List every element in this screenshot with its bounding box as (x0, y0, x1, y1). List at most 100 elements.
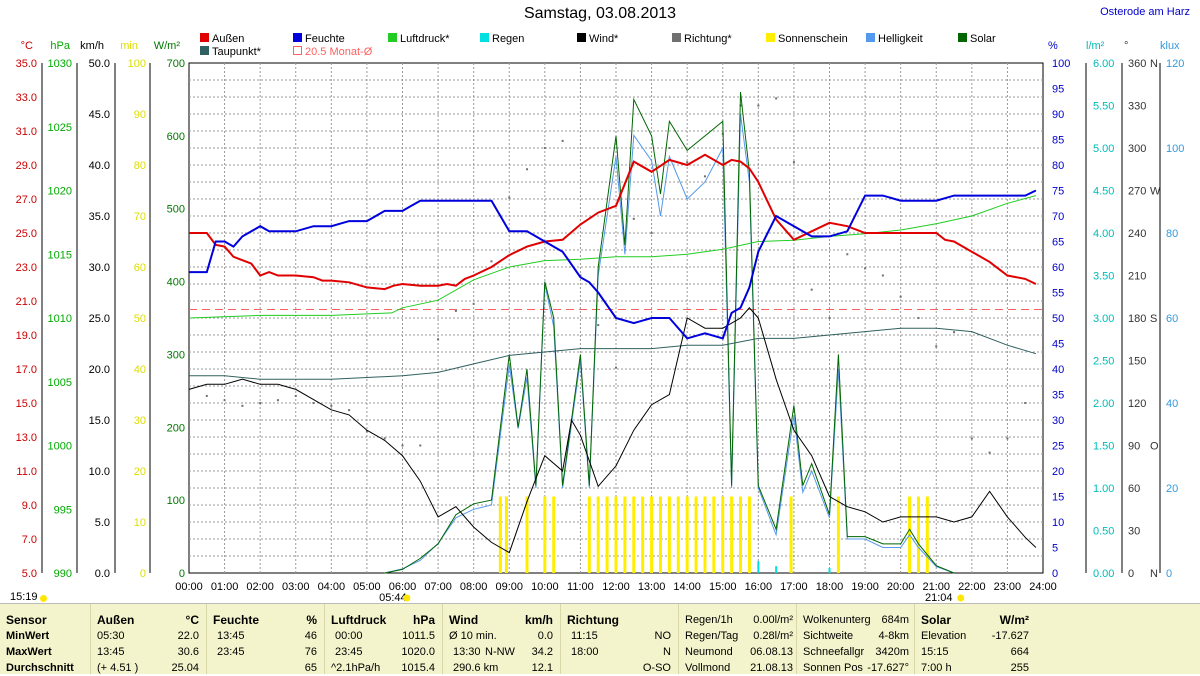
y-tick-label: 55 (1052, 288, 1064, 300)
y-tick-label: 25 (1052, 441, 1064, 453)
y-tick-label: 0.50 (1093, 526, 1114, 538)
legend-label: Solar (970, 33, 996, 45)
y-tick-label: 25.0 (16, 228, 37, 240)
richtung-point (348, 409, 351, 412)
richtung-point (988, 451, 991, 454)
stats-regen: Regen/1h 0.00l/m² Regen/Tag 0.28l/m² Neumo… (678, 604, 797, 674)
compass-label: N (1150, 568, 1158, 580)
row-label: Durchschnitt (6, 662, 74, 674)
y-tick-label: 90 (1052, 109, 1064, 121)
y-tick-label: 60 (1128, 483, 1140, 495)
y-tick-label: 80 (134, 160, 146, 172)
taupunkt-line (189, 327, 1037, 380)
compass-label: N (1150, 58, 1158, 70)
y-tick-label: 20 (134, 466, 146, 478)
richtung-point (241, 404, 244, 407)
row-label: MinWert (6, 630, 50, 642)
stat-value: 1015.4 (401, 662, 435, 674)
y-tick-label: 120 (1166, 58, 1184, 70)
y-tick-label: 0 (1128, 568, 1134, 580)
y-tick-label: 11.0 (16, 466, 37, 478)
legend-swatch (388, 33, 397, 42)
y-tick-label: 600 (167, 131, 185, 143)
wind-line (188, 307, 1037, 554)
y-tick-label: 200 (167, 422, 185, 434)
x-tick-label: 08:00 (460, 581, 488, 593)
x-tick-label: 05:00 (353, 581, 381, 593)
y-tick-label: 75 (1052, 186, 1064, 198)
richtung-point (864, 267, 867, 270)
legend-label: Regen (492, 33, 524, 45)
y-tick-label: 100 (128, 58, 146, 70)
compass-label: O (1150, 441, 1159, 453)
stats-feuchte: Feuchte% 13:45 46 23:45 76 65 (206, 604, 325, 674)
y-tick-label: 50.0 (89, 58, 110, 70)
stat-value: 3420m (875, 646, 909, 658)
richtung-point (935, 345, 938, 348)
legend-swatch (480, 33, 489, 42)
richtung-point (917, 317, 920, 319)
y-tick-label: 4.50 (1093, 186, 1114, 198)
richtung-point (259, 402, 262, 404)
richtung-point (650, 232, 653, 234)
y-tick-label: 70 (134, 211, 146, 223)
y-tick-label: 33.0 (16, 92, 37, 104)
stat-value: -17.627° (867, 662, 909, 674)
richtung-point (472, 302, 475, 305)
y-tick-label: 90 (1128, 441, 1140, 453)
x-tick-label: 14:00 (673, 581, 701, 593)
chart-series (188, 92, 1043, 574)
x-tick-label: 06:00 (389, 581, 417, 593)
axis-unit: l/m² (1086, 40, 1105, 52)
y-tick-label: 7.0 (22, 534, 37, 546)
stat-value: 12.1 (531, 662, 553, 674)
stats-luftdruck: Luftdruck hPa 00:00 1011.5 23:45 1020.0 ^2.… (324, 604, 443, 674)
stat-value: 664 (1010, 646, 1029, 658)
y-tick-label: 0 (179, 568, 185, 580)
stat-time: ^2.1hPa/h (331, 662, 381, 674)
stat-value: -17.627 (991, 630, 1029, 642)
x-tick-label: 04:00 (318, 581, 346, 593)
richtung-point (330, 404, 333, 407)
y-tick-label: 30 (1128, 526, 1140, 538)
stat-value: 06.08.13 (750, 646, 793, 658)
legend-label: Außen (212, 33, 244, 45)
stat-value: N (663, 646, 671, 658)
y-tick-label: 100 (1166, 143, 1184, 155)
legend-swatch (766, 33, 775, 42)
station-name[interactable]: Osterode am Harz (1100, 6, 1190, 18)
compass-label: S (1150, 313, 1157, 325)
sunrise-label: 05:44 (379, 592, 407, 603)
y-tick-label: 0.00 (1093, 568, 1114, 580)
weather-chart: 00:00 01:00 02:00 03:00 04:00 05:00 06:00 07:00… (16, 33, 1184, 603)
y-tick-label: 5.50 (1093, 101, 1114, 113)
compass-label: W (1150, 186, 1161, 198)
y-tick-label: 15 (1052, 492, 1064, 504)
richtung-point (276, 399, 279, 402)
y-tick-label: 0 (140, 568, 146, 580)
legend-swatch (672, 33, 681, 42)
richtung-point (1006, 437, 1009, 440)
sunrise-icon (403, 594, 411, 602)
stat-time: 23:45 (217, 646, 245, 658)
stat-value: 0.0 (537, 630, 553, 642)
legend-label: Sonnenschein (778, 33, 848, 45)
y-tick-label: 85 (1052, 135, 1064, 147)
y-tick-label: 4.00 (1093, 228, 1114, 240)
y-tick-label: 5.00 (1093, 143, 1114, 155)
y-tick-label: 500 (167, 204, 185, 216)
y-tick-label: 50 (1052, 313, 1064, 325)
richtung-point (686, 161, 689, 164)
stat-value: 22.0 (177, 630, 199, 642)
x-tick-label: 20:00 (887, 581, 915, 593)
y-tick-label: 240 (1128, 228, 1146, 240)
y-tick-label: 20 (1166, 483, 1178, 495)
stat-value: 0.28l/m² (753, 630, 793, 642)
x-tick-label: 22:00 (958, 581, 986, 593)
richtung-point (597, 324, 600, 327)
richtung-point (668, 147, 671, 149)
y-tick-label: 1010 (48, 313, 72, 325)
stats-solar: Solar W/m² Elevation -17.627 15:15 664 7:00… (914, 604, 1035, 674)
stat-time: 13:45 (217, 630, 245, 642)
y-tick-label: 1030 (48, 58, 72, 70)
